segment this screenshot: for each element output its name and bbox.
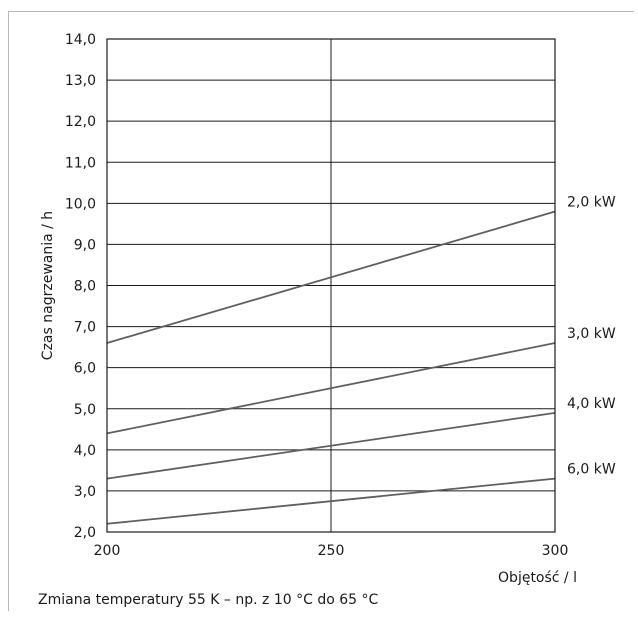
y-tick-label: 10,0 — [65, 196, 96, 212]
y-tick-label: 5,0 — [74, 402, 96, 418]
y-tick-label: 11,0 — [65, 155, 96, 171]
series-lines — [106, 210, 556, 525]
y-tick-labels: 2,0 3,0 4,0 5,0 6,0 7,0 8,0 9,0 10,0 11,0 12,0 13,0… — [65, 32, 96, 541]
y-axis-label: Czas nagrzewania / h — [40, 211, 56, 360]
y-tick-label: 12,0 — [65, 114, 96, 130]
series-label: 3,0 kW — [567, 326, 616, 342]
x-axis-label: Objętość / l — [498, 570, 577, 586]
panel-left-border — [8, 11, 9, 611]
y-tick-label: 9,0 — [74, 237, 96, 253]
x-tick-labels: 200 250 300 — [94, 543, 569, 559]
series-line — [106, 477, 556, 525]
y-tick-label: 13,0 — [65, 73, 96, 89]
panel-top-border — [8, 11, 634, 12]
y-tick-label: 6,0 — [74, 361, 96, 377]
grid — [107, 39, 555, 532]
y-tick-label: 4,0 — [74, 443, 96, 459]
y-tick-label: 3,0 — [74, 484, 96, 500]
y-tick-label: 8,0 — [74, 279, 96, 295]
series-line — [106, 342, 556, 435]
y-tick-label: 2,0 — [74, 525, 96, 541]
series-label: 2,0 kW — [567, 195, 616, 211]
series-labels: 2,0 kW 3,0 kW 4,0 kW 6,0 kW — [567, 195, 616, 478]
plot-border — [106, 38, 556, 533]
caption: Zmiana temperatury 55 K – np. z 10 °C do… — [38, 592, 379, 608]
x-tick-label: 200 — [94, 543, 121, 559]
x-tick-label: 300 — [542, 543, 569, 559]
series-label: 6,0 kW — [567, 462, 616, 478]
y-tick-label: 7,0 — [74, 320, 96, 336]
y-tick-label: 14,0 — [65, 32, 96, 48]
series-label: 4,0 kW — [567, 396, 616, 412]
series-line — [106, 210, 556, 344]
series-line — [106, 411, 556, 480]
x-tick-label: 250 — [318, 543, 345, 559]
